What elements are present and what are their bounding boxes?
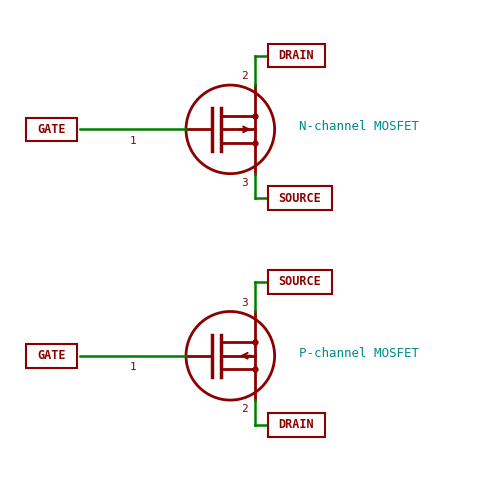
FancyBboxPatch shape <box>26 344 78 368</box>
Text: GATE: GATE <box>38 123 66 136</box>
FancyBboxPatch shape <box>268 413 325 437</box>
Text: N-channel MOSFET: N-channel MOSFET <box>299 120 419 134</box>
Text: SOURCE: SOURCE <box>278 192 322 205</box>
Text: DRAIN: DRAIN <box>278 49 314 62</box>
Text: 2: 2 <box>241 71 248 81</box>
Text: P-channel MOSFET: P-channel MOSFET <box>299 347 419 360</box>
FancyBboxPatch shape <box>268 44 325 67</box>
Text: 1: 1 <box>130 362 136 372</box>
FancyBboxPatch shape <box>268 187 332 210</box>
Text: SOURCE: SOURCE <box>278 275 322 289</box>
Text: 3: 3 <box>241 297 248 307</box>
FancyBboxPatch shape <box>26 117 78 141</box>
Text: 1: 1 <box>130 136 136 146</box>
Text: 3: 3 <box>241 178 248 188</box>
Text: DRAIN: DRAIN <box>278 418 314 431</box>
Text: GATE: GATE <box>38 349 66 362</box>
Text: 2: 2 <box>241 404 248 414</box>
FancyBboxPatch shape <box>268 270 332 294</box>
